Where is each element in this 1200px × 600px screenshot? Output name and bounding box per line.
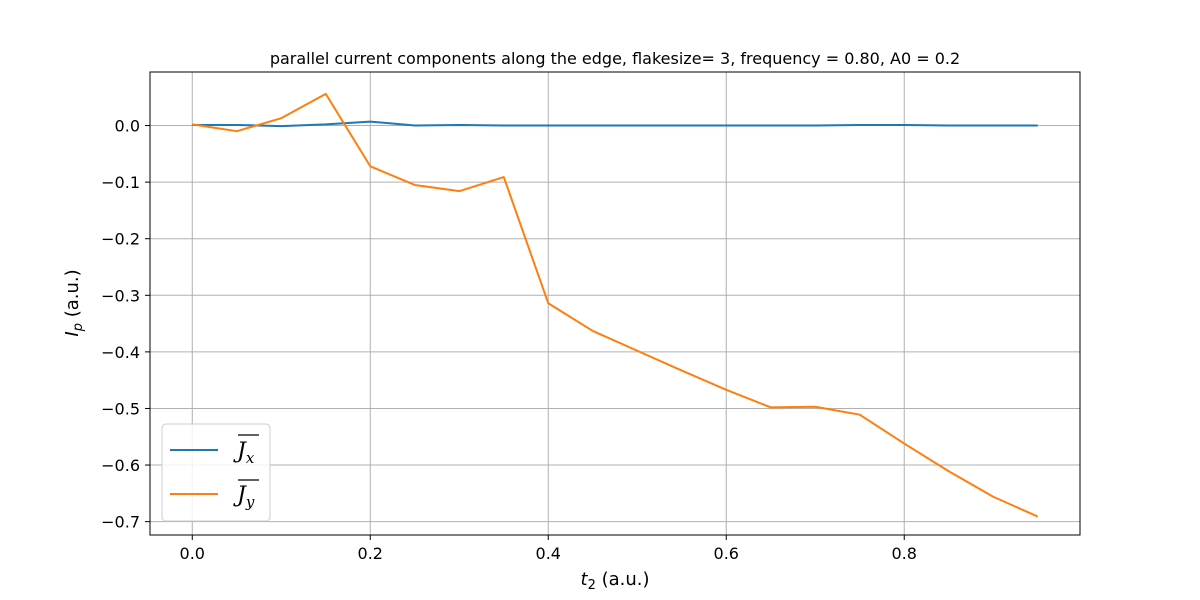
x-axis-label-sub: 2 <box>588 578 596 593</box>
legend-label-jy: Jy <box>233 483 255 511</box>
chart-title: parallel current components along the ed… <box>270 49 960 68</box>
legend-label-jx-main: J <box>233 439 247 464</box>
series-lines <box>192 92 1039 518</box>
y-axis-label-sub: p <box>71 323 86 332</box>
x-tick-label: 0.6 <box>714 544 739 563</box>
legend-label-jy-main: J <box>233 483 247 508</box>
legend-label-jy-sub: y <box>245 493 255 511</box>
y-tick-label: −0.3 <box>101 286 140 305</box>
y-axis-label: Ip (a.u.) <box>62 269 86 336</box>
series-line-y <box>192 92 1039 518</box>
y-tick-label: −0.2 <box>101 230 140 249</box>
y-tick-label: −0.5 <box>101 399 140 418</box>
y-tick-label: −0.7 <box>101 513 140 532</box>
x-tick-label: 0.2 <box>358 544 383 563</box>
x-tick-label: 0.4 <box>536 544 561 563</box>
plot-frame <box>149 71 1081 536</box>
x-tick-label: 0.0 <box>180 544 205 563</box>
y-axis-ticks: 0.0 −0.1 −0.2 −0.3 −0.4 −0.5 −0.6 −0.7 <box>101 117 150 532</box>
x-tick-label: 0.8 <box>892 544 917 563</box>
legend-label-jx-sub: x <box>246 449 255 467</box>
x-axis-ticks: 0.0 0.2 0.4 0.6 0.8 <box>180 535 917 563</box>
legend: Jx Jy <box>161 423 271 522</box>
x-axis-label: t2 (a.u.) <box>581 569 650 593</box>
y-axis-label-main: I <box>62 331 83 336</box>
series-line-x <box>192 120 1038 128</box>
x-axis-label-main: t <box>581 569 589 590</box>
y-tick-label: −0.6 <box>101 456 140 475</box>
y-tick-label: −0.1 <box>101 173 140 192</box>
legend-label-jx: Jx <box>233 439 255 467</box>
y-axis-label-unit: (a.u.) <box>62 269 83 323</box>
y-tick-label: 0.0 <box>115 117 140 136</box>
y-tick-label: −0.4 <box>101 343 140 362</box>
legend-box <box>161 423 271 522</box>
x-axis-label-unit: (a.u.) <box>596 569 650 590</box>
